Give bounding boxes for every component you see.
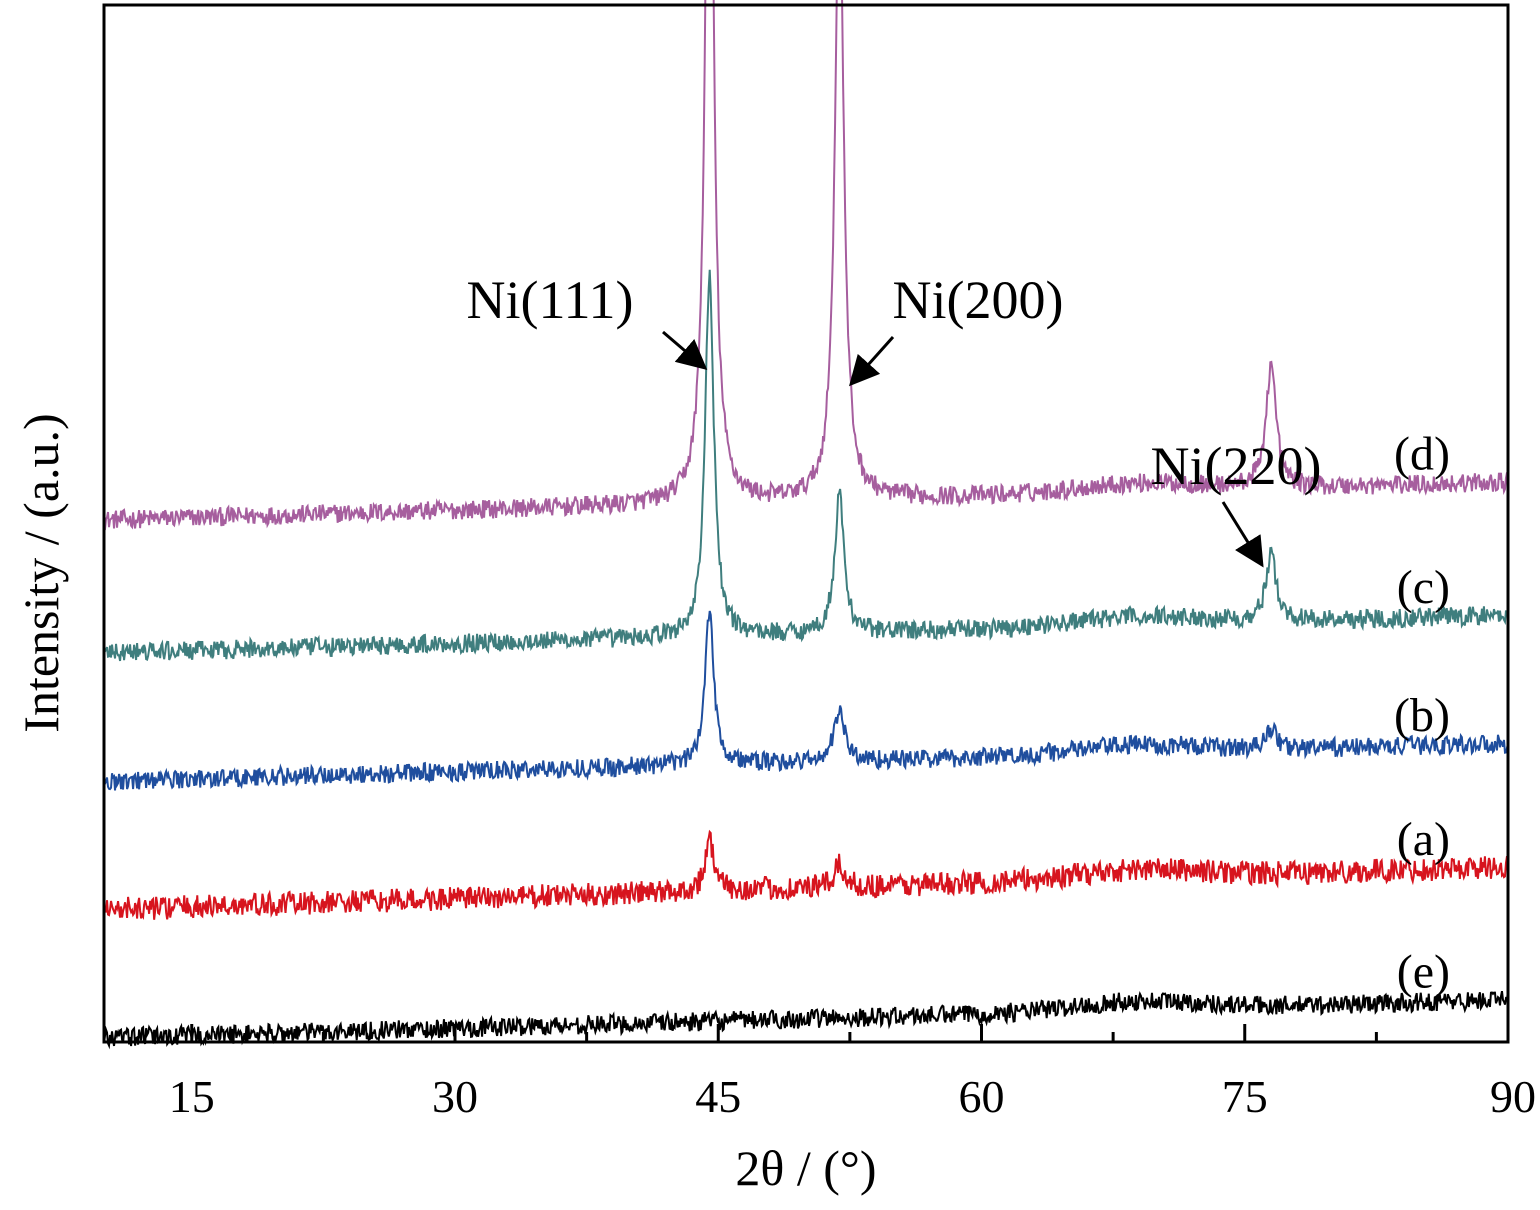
x-tick-label: 75 bbox=[1222, 1071, 1268, 1122]
x-tick-label: 30 bbox=[432, 1071, 478, 1122]
series-b-trace bbox=[103, 610, 1509, 791]
peak-label-ni200: Ni(200) bbox=[893, 270, 1064, 330]
plot-frame bbox=[102, 3, 1510, 1044]
peak-arrow bbox=[662, 330, 708, 370]
series-e-trace bbox=[103, 990, 1509, 1050]
peak-label-ni220: Ni(220) bbox=[1151, 436, 1322, 496]
peak-annotations: Ni(111) Ni(200) Ni(220) bbox=[467, 270, 1322, 568]
series-d-trace bbox=[103, 0, 1509, 531]
y-axis-title: Intensity / (a.u.) bbox=[13, 413, 69, 732]
series-label-d: (d) bbox=[1394, 428, 1450, 481]
x-tick-label: 15 bbox=[169, 1071, 215, 1122]
series-label-c: (c) bbox=[1397, 561, 1450, 614]
x-axis-ticks: 15 30 45 60 75 90 bbox=[169, 1024, 1536, 1122]
x-tick-label: 60 bbox=[959, 1071, 1005, 1122]
x-tick-label: 90 bbox=[1490, 1071, 1536, 1122]
peak-label-ni111: Ni(111) bbox=[467, 270, 634, 330]
series-a-trace bbox=[103, 829, 1509, 921]
x-tick-label: 45 bbox=[695, 1071, 741, 1122]
series-label-e: (e) bbox=[1397, 946, 1450, 999]
peak-arrow bbox=[1221, 501, 1264, 568]
x-axis-title: 2θ / (°) bbox=[735, 1140, 876, 1196]
series-layer: (d) (c) (b) (a) (e) bbox=[103, 0, 1509, 1050]
peak-arrow bbox=[849, 336, 895, 387]
series-label-a: (a) bbox=[1397, 813, 1450, 866]
series-label-b: (b) bbox=[1394, 689, 1450, 742]
series-c-trace bbox=[103, 269, 1509, 662]
